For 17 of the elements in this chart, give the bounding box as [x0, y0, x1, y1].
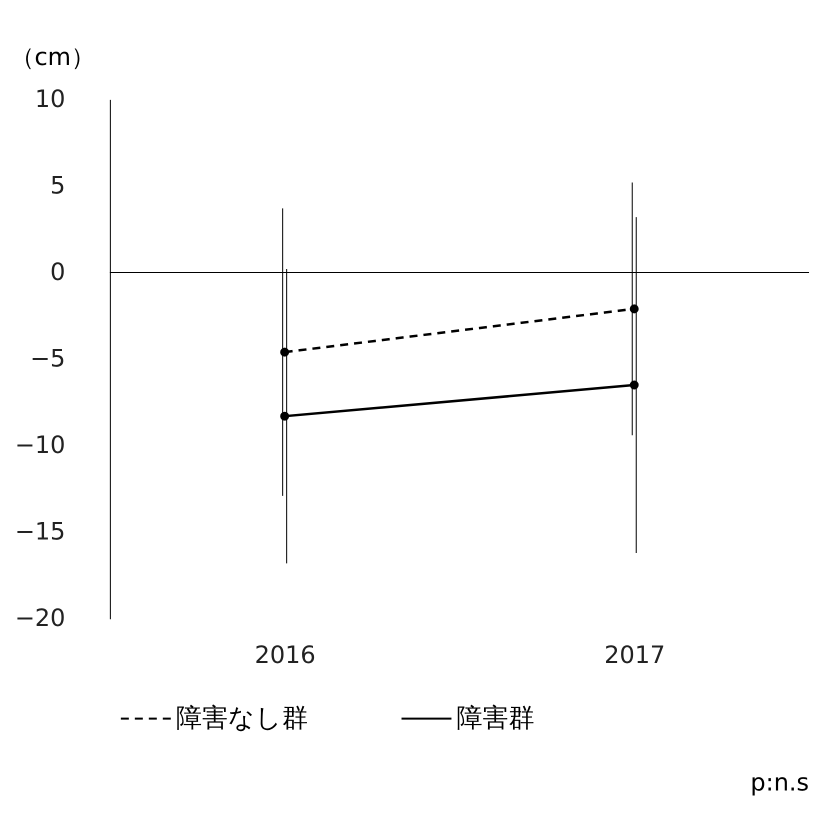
- text: p:n.s: [750, 768, 810, 797]
- x-tick-label: 2017: [604, 641, 666, 670]
- y-tick-label: −15: [14, 518, 66, 546]
- legend-label: 障害群: [456, 704, 534, 734]
- point: [280, 412, 290, 421]
- y-axis-title: （cm）: [10, 42, 96, 71]
- y-tick-label: −10: [14, 431, 66, 460]
- y-tick-label: 5: [50, 171, 66, 200]
- y-tick-label: 0: [50, 258, 66, 286]
- y-tick-label: −20: [14, 604, 66, 632]
- y-tick-label: 10: [34, 84, 66, 113]
- x-tick-label: 2016: [254, 641, 316, 670]
- y-tick-label: −5: [30, 344, 66, 373]
- point: [280, 348, 290, 357]
- legend-label: 障害なし群: [176, 704, 308, 734]
- point: [630, 380, 639, 390]
- point: [630, 304, 639, 314]
